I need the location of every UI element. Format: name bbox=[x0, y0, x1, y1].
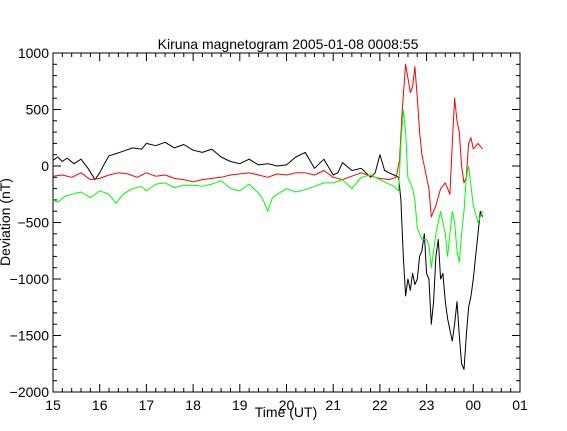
x-tick-label: 18 bbox=[185, 397, 201, 413]
y-tick-label: −2000 bbox=[10, 384, 50, 400]
x-tick-label: 01 bbox=[512, 397, 528, 413]
y-tick-label: −1000 bbox=[10, 271, 50, 287]
series-line-3 bbox=[52, 109, 484, 269]
y-tick-label: 1000 bbox=[18, 45, 49, 61]
y-axis-ticks: 1000 500 0 −500 −1000 −1500 −2000 bbox=[10, 45, 520, 400]
y-tick-label: −500 bbox=[17, 215, 49, 231]
x-tick-label: 21 bbox=[325, 397, 341, 413]
series-layer bbox=[52, 63, 484, 370]
x-tick-label: 00 bbox=[466, 397, 482, 413]
x-tick-label: 17 bbox=[139, 397, 155, 413]
x-tick-label: 15 bbox=[45, 397, 61, 413]
y-tick-label: −1500 bbox=[10, 328, 50, 344]
x-tick-label: 20 bbox=[279, 397, 295, 413]
chart-title: Kiruna magnetogram 2005-01-08 0008:55 bbox=[158, 36, 419, 52]
plot-frame bbox=[52, 52, 521, 393]
x-tick-label: 16 bbox=[92, 397, 108, 413]
x-tick-label: 22 bbox=[372, 397, 388, 413]
x-axis-ticks: 15 16 17 18 19 20 21 22 23 00 01 bbox=[45, 53, 528, 413]
y-tick-label: 0 bbox=[41, 158, 49, 174]
x-tick-label: 23 bbox=[419, 397, 435, 413]
x-axis-label: Time (UT) bbox=[255, 404, 317, 420]
series-line-2 bbox=[52, 63, 483, 218]
y-axis-label: Deviation (nT) bbox=[0, 178, 13, 266]
y-tick-label: 500 bbox=[26, 102, 50, 118]
x-tick-label: 19 bbox=[232, 397, 248, 413]
series-line-1 bbox=[52, 141, 484, 370]
